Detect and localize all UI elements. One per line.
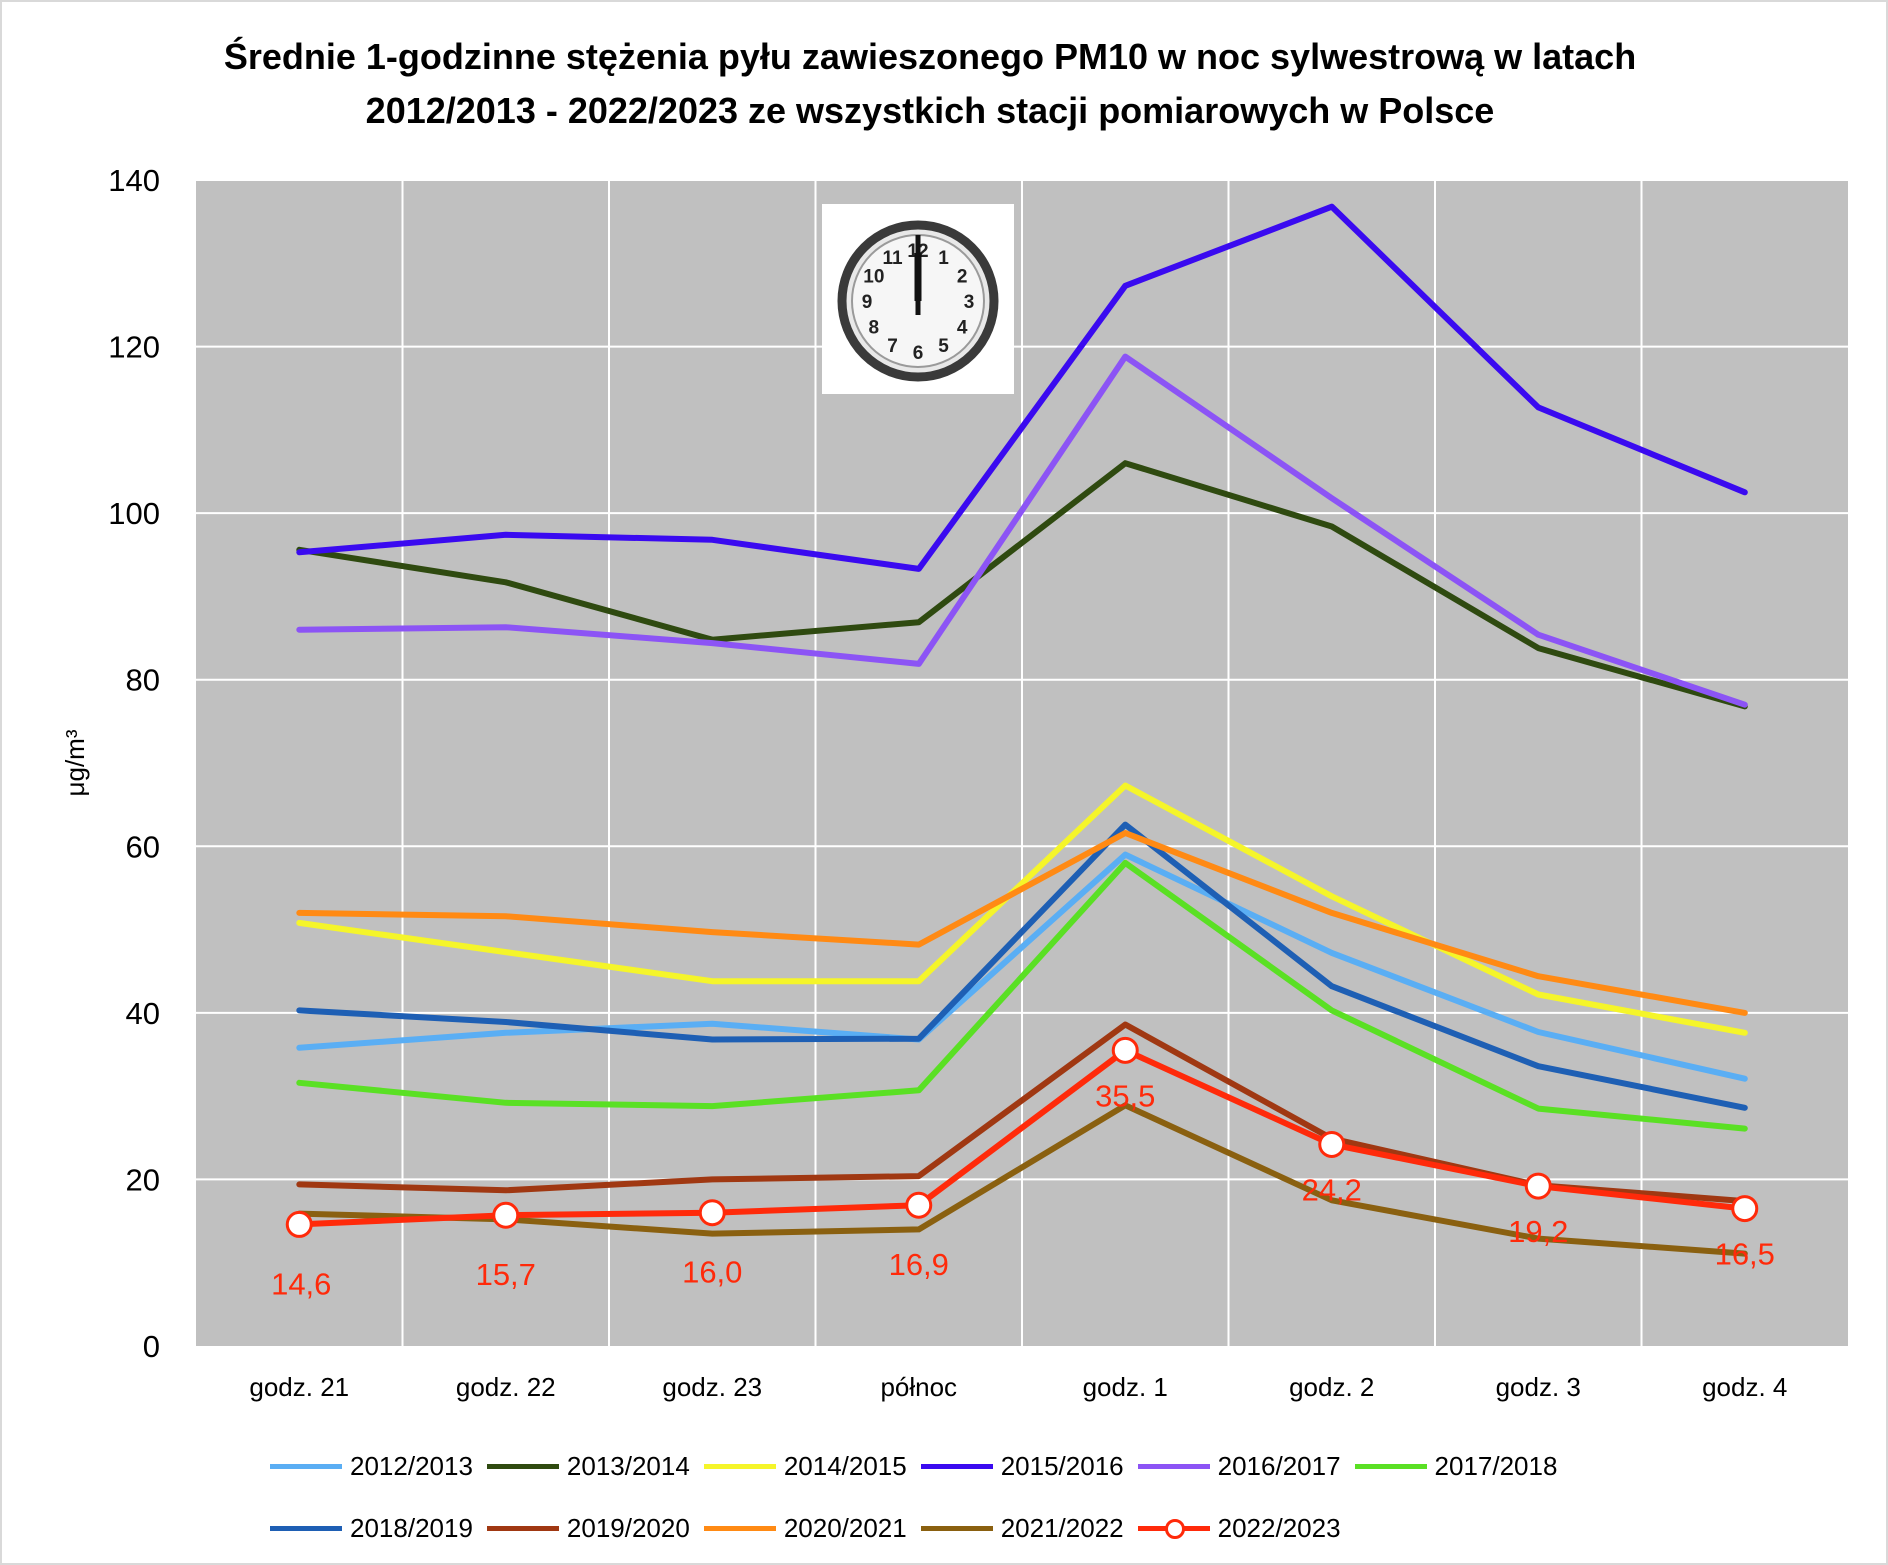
- chart-title-line-2: 2012/2013 - 2022/2023 ze wszystkich stac…: [365, 90, 1495, 131]
- clock-numeral: 10: [863, 267, 884, 288]
- x-tick-label: godz. 23: [662, 1372, 762, 1402]
- x-tick-label: godz. 2: [1289, 1372, 1374, 1402]
- series-line-2021-2022: [296, 1102, 1748, 1257]
- data-label: 35,5: [1095, 1078, 1155, 1113]
- legend-item: 2021/2022: [920, 1512, 1124, 1544]
- data-label: 15,7: [476, 1257, 536, 1292]
- y-tick-label: 80: [126, 663, 160, 698]
- data-point: [698, 1199, 726, 1227]
- legend-swatch: [703, 1463, 776, 1469]
- chart-title: Średnie 1-godzinne stężenia pyłu zawiesz…: [80, 30, 1780, 138]
- x-tick-label: godz. 22: [456, 1372, 556, 1402]
- series-line-2020-2021: [296, 830, 1748, 1016]
- x-tick-label: godz. 3: [1496, 1372, 1581, 1402]
- legend-swatch: [920, 1525, 993, 1531]
- legend-item: 2018/2019: [270, 1513, 473, 1544]
- y-tick-label: 60: [126, 829, 160, 864]
- x-tick-label: godz. 21: [249, 1372, 349, 1402]
- clock-numeral: 9: [862, 292, 873, 313]
- data-point: [1111, 1036, 1139, 1064]
- x-tick-label: godz. 1: [1083, 1372, 1168, 1402]
- data-point: [905, 1191, 933, 1219]
- data-label: 16,5: [1715, 1237, 1775, 1272]
- legend-item: 2015/2016: [920, 1450, 1124, 1482]
- series-line-2014-2015: [296, 782, 1748, 1036]
- legend-item: 2012/2013: [270, 1451, 473, 1482]
- data-label: 16,9: [889, 1247, 949, 1282]
- series-line-2012-2013: [296, 851, 1748, 1082]
- legend-item: 2013/2014: [486, 1450, 690, 1482]
- legend-label: 2013/2014: [566, 1450, 690, 1481]
- legend-item: 2022/2023: [1137, 1512, 1341, 1544]
- y-tick-label: 120: [108, 330, 160, 365]
- x-tick-label: północ: [880, 1372, 957, 1402]
- clock-numeral: 4: [957, 318, 968, 339]
- legend-row: 2012/2013 2013/2014 2014/2015 2015/2016 2016…: [270, 1435, 1670, 1497]
- legend-swatch: [270, 1463, 342, 1469]
- clock-numeral: 11: [882, 248, 903, 269]
- clock-numeral: 3: [964, 292, 975, 313]
- clock-icon: 123456789101112: [822, 204, 1014, 394]
- legend-label: 2020/2021: [783, 1512, 907, 1543]
- series-line-2015-2016: [296, 203, 1748, 572]
- data-label: 19,2: [1508, 1214, 1568, 1249]
- data-label: 14,6: [271, 1266, 331, 1301]
- legend-swatch: [270, 1525, 342, 1531]
- legend-swatch: [486, 1463, 559, 1469]
- legend-label: 2018/2019: [350, 1512, 473, 1543]
- clock-numeral: 1: [938, 248, 949, 269]
- data-point: [1524, 1172, 1552, 1200]
- clock-numeral: 7: [887, 336, 898, 357]
- y-tick-label: 140: [108, 163, 160, 198]
- legend-row: 2018/2019 2019/2020 2020/2021 2021/2022 2022…: [270, 1497, 1670, 1559]
- y-axis-label: μg/m³: [60, 729, 90, 796]
- legend-swatch: [1137, 1463, 1210, 1469]
- legend-label: 2017/2018: [1434, 1450, 1558, 1481]
- series-line-2017-2018: [296, 859, 1748, 1132]
- series-line-2022-2023: [296, 1047, 1748, 1228]
- legend-swatch: [1137, 1518, 1210, 1539]
- data-point: [1731, 1195, 1759, 1223]
- series-line-2018-2019: [296, 821, 1748, 1111]
- chart-title-line-1: Średnie 1-godzinne stężenia pyłu zawiesz…: [223, 36, 1637, 77]
- y-tick-label: 100: [108, 496, 160, 531]
- legend-item: 2014/2015: [703, 1450, 907, 1482]
- chart-legend: 2012/2013 2013/2014 2014/2015 2015/2016 2016…: [270, 1435, 1670, 1559]
- data-label: 24,2: [1302, 1172, 1362, 1207]
- legend-item: 2017/2018: [1354, 1450, 1558, 1482]
- clock-numeral: 6: [913, 343, 924, 364]
- clock-numeral: 8: [869, 318, 880, 339]
- legend-label: 2016/2017: [1217, 1450, 1341, 1481]
- legend-label: 2012/2013: [350, 1450, 473, 1481]
- clock-numeral: 2: [957, 267, 968, 288]
- data-point: [285, 1210, 313, 1238]
- y-tick-label: 20: [126, 1162, 160, 1197]
- legend-label: 2019/2020: [566, 1512, 690, 1543]
- series-line-2013-2014: [296, 460, 1748, 710]
- legend-swatch: [486, 1525, 559, 1531]
- data-point: [1318, 1130, 1346, 1158]
- legend-marker: [1164, 1518, 1185, 1539]
- data-point: [492, 1201, 520, 1229]
- legend-item: 2019/2020: [486, 1512, 690, 1544]
- clock-numeral: 5: [938, 336, 949, 357]
- x-tick-label: godz. 4: [1702, 1372, 1787, 1402]
- legend-label: 2021/2022: [1000, 1512, 1124, 1543]
- legend-item: 2016/2017: [1137, 1450, 1341, 1482]
- legend-label: 2014/2015: [783, 1450, 907, 1481]
- legend-swatch: [920, 1463, 993, 1469]
- data-label: 16,0: [682, 1255, 742, 1290]
- y-tick-label: 0: [143, 1329, 160, 1364]
- legend-label: 2022/2023: [1217, 1512, 1341, 1543]
- legend-swatch: [1354, 1463, 1427, 1469]
- legend-label: 2015/2016: [1000, 1450, 1124, 1481]
- series-line-2016-2017: [296, 353, 1748, 708]
- y-tick-label: 40: [126, 996, 160, 1031]
- legend-item: 2020/2021: [703, 1512, 907, 1544]
- legend-swatch: [703, 1525, 776, 1531]
